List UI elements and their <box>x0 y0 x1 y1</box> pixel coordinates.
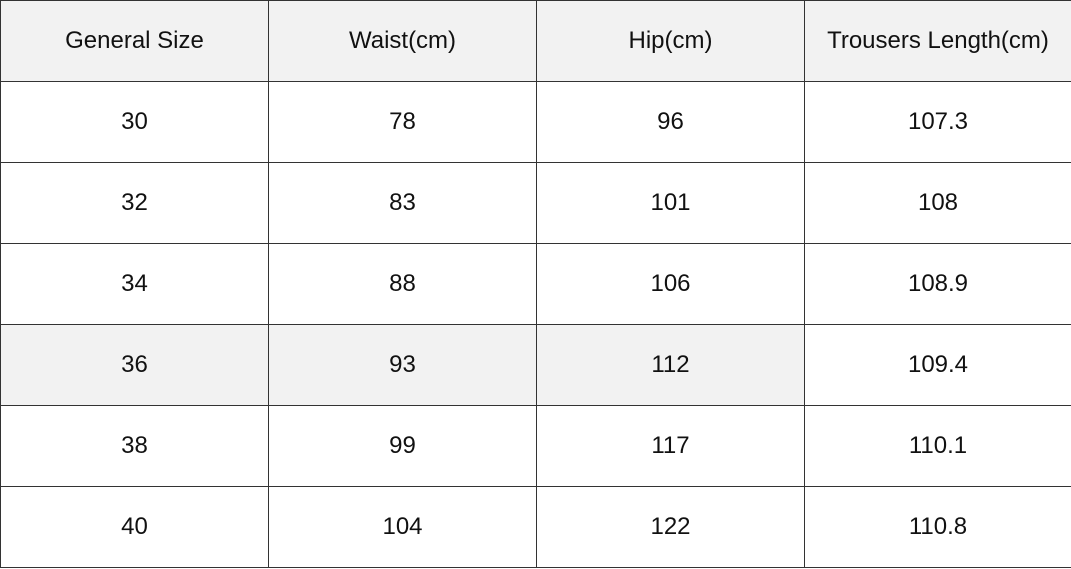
table-cell: 40 <box>0 486 269 568</box>
table-cell: 110.1 <box>804 405 1071 487</box>
table-cell: 99 <box>268 405 537 487</box>
header-cell: Trousers Length(cm) <box>804 0 1071 82</box>
table-cell: 107.3 <box>804 81 1071 163</box>
table-cell: 32 <box>0 162 269 244</box>
header-cell: Hip(cm) <box>536 0 805 82</box>
table-cell: 108.9 <box>804 243 1071 325</box>
table-row: 38 99 117 110.1 <box>0 405 1071 487</box>
table-cell: 106 <box>536 243 805 325</box>
table-row: 32 83 101 108 <box>0 162 1071 244</box>
table-row: 30 78 96 107.3 <box>0 81 1071 163</box>
table-cell: 109.4 <box>804 324 1071 406</box>
table-cell: 110.8 <box>804 486 1071 568</box>
table-cell: 38 <box>0 405 269 487</box>
table-cell: 78 <box>268 81 537 163</box>
table-cell: 36 <box>0 324 269 406</box>
table-row: 34 88 106 108.9 <box>0 243 1071 325</box>
table-cell: 83 <box>268 162 537 244</box>
table-row: 40 104 122 110.8 <box>0 486 1071 568</box>
table-row: 36 93 112 109.4 <box>0 324 1071 406</box>
table-cell: 112 <box>536 324 805 406</box>
table-cell: 96 <box>536 81 805 163</box>
table-cell: 93 <box>268 324 537 406</box>
table-cell: 34 <box>0 243 269 325</box>
table-cell: 30 <box>0 81 269 163</box>
header-cell: General Size <box>0 0 269 82</box>
header-cell: Waist(cm) <box>268 0 537 82</box>
table-cell: 104 <box>268 486 537 568</box>
table-cell: 101 <box>536 162 805 244</box>
table-cell: 108 <box>804 162 1071 244</box>
table-cell: 122 <box>536 486 805 568</box>
table-cell: 88 <box>268 243 537 325</box>
table-cell: 117 <box>536 405 805 487</box>
header-row: General Size Waist(cm) Hip(cm) Trousers Len… <box>0 0 1071 82</box>
